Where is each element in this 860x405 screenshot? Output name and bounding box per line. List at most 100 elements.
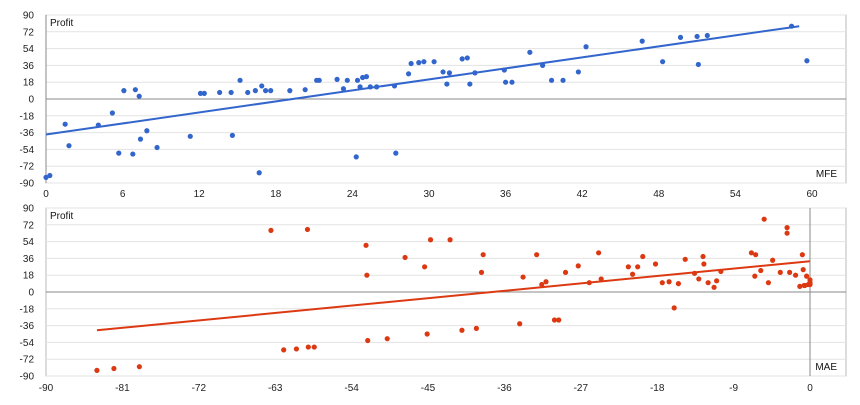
mfe-y-tick-label: -54 (20, 145, 35, 156)
mfe-y-tick-label: 90 (23, 11, 35, 22)
mfe-data-point (132, 87, 138, 93)
mae-data-point (473, 325, 479, 331)
mfe-data-point (583, 44, 589, 50)
mae-data-point (422, 264, 428, 270)
mae-y-tick-label: -72 (20, 355, 35, 366)
mfe-data-point (121, 88, 127, 94)
mfe-data-point (62, 121, 68, 127)
mae-data-point (402, 254, 408, 261)
mfe-data-point (109, 110, 115, 116)
mae-data-point (753, 252, 759, 258)
mae-data-point (770, 257, 776, 263)
mae-data-point (758, 267, 764, 274)
mfe-x-tick-label: 0 (43, 189, 49, 200)
mfe-data-point (137, 136, 144, 142)
mae-x-tick-label: -90 (39, 383, 54, 394)
mae-y-tick-label: 0 (28, 288, 34, 299)
mfe-data-point (677, 34, 684, 41)
mae-data-point (517, 321, 523, 327)
mae-data-point (94, 367, 100, 373)
mae-data-point (659, 280, 665, 286)
mae-data-point (427, 237, 434, 243)
mae-data-point (629, 271, 636, 277)
mfe-data-point (197, 90, 204, 96)
mfe-data-point (363, 74, 370, 80)
mae-x-tick-label: -45 (421, 383, 436, 394)
mae-data-point (804, 273, 810, 279)
mfe-data-point (229, 132, 235, 138)
mae-y-tick-label: -54 (20, 338, 35, 349)
mae-data-point (700, 253, 706, 260)
mfe-y-tick-label: 18 (23, 78, 35, 89)
mfe-data-point (334, 76, 340, 82)
mfe-data-point (340, 86, 347, 92)
mae-data-point (777, 269, 783, 275)
mae-data-point (365, 337, 371, 344)
mfe-data-point (464, 55, 470, 61)
mfe-data-point (316, 77, 322, 83)
mfe-data-point (256, 170, 262, 176)
mfe-data-point (575, 69, 581, 75)
mae-data-point (534, 252, 540, 258)
mfe-y-tick-label: -36 (20, 128, 35, 139)
mae-data-point (652, 261, 659, 267)
mfe-data-point (695, 61, 701, 68)
mae-data-point (384, 336, 390, 342)
mae-y-axis-label: Profit (50, 211, 74, 222)
mfe-y-tick-label: -72 (20, 162, 35, 173)
mae-y-tick-label: 18 (23, 271, 35, 282)
mfe-y-tick-label: 36 (23, 61, 35, 72)
mae-data-point (281, 347, 287, 353)
mae-data-point (562, 269, 569, 275)
mae-data-point (761, 216, 767, 222)
mfe-data-point (245, 89, 251, 96)
mfe-data-point (694, 33, 700, 40)
mae-y-tick-label: 72 (23, 220, 35, 231)
mae-data-point (696, 276, 702, 282)
mfe-data-point (354, 77, 361, 83)
mfe-data-point (421, 59, 427, 65)
mfe-x-tick-label: 54 (730, 189, 742, 200)
mae-y-tick-label: 36 (23, 254, 35, 265)
mfe-x-tick-label: 6 (120, 189, 126, 200)
mfe-data-point (503, 79, 509, 85)
mfe-x-tick-label: 24 (347, 189, 359, 200)
mae-data-point (268, 227, 274, 233)
mae-data-point (635, 264, 641, 270)
mae-data-point (682, 256, 688, 262)
mfe-data-point (136, 93, 142, 99)
mfe-data-point (527, 49, 533, 55)
mfe-x-tick-label: 30 (423, 189, 435, 200)
mae-x-axis-label: MAE (815, 362, 837, 373)
mfe-data-point (154, 144, 160, 151)
mfe-x-tick-label: 60 (806, 189, 818, 200)
mfe-data-point (268, 88, 274, 94)
mfe-data-point (252, 88, 258, 94)
mfe-y-tick-label: 72 (23, 27, 35, 38)
mae-data-point (784, 230, 790, 236)
mae-data-point (480, 252, 486, 258)
mae-data-point (784, 225, 790, 231)
mfe-data-point (405, 71, 412, 77)
mae-data-point (363, 242, 369, 248)
mae-data-point (305, 344, 311, 350)
mfe-data-point (639, 38, 645, 44)
mae-data-point (705, 280, 711, 286)
mae-data-point (765, 280, 772, 286)
mae-data-point (675, 281, 682, 287)
mae-data-point (596, 250, 602, 256)
mfe-data-point (804, 58, 810, 64)
mfe-data-point (228, 89, 234, 96)
mae-data-point (800, 267, 806, 273)
mfe-y-tick-label: -18 (20, 111, 35, 122)
mfe-data-point (116, 150, 122, 156)
mae-data-point (543, 279, 549, 285)
mae-data-point (799, 252, 805, 258)
mfe-data-point (408, 60, 414, 67)
mae-x-tick-label: -36 (497, 383, 512, 394)
mae-data-point (424, 331, 430, 337)
mae-data-point (293, 346, 300, 352)
mae-data-point (797, 283, 803, 289)
